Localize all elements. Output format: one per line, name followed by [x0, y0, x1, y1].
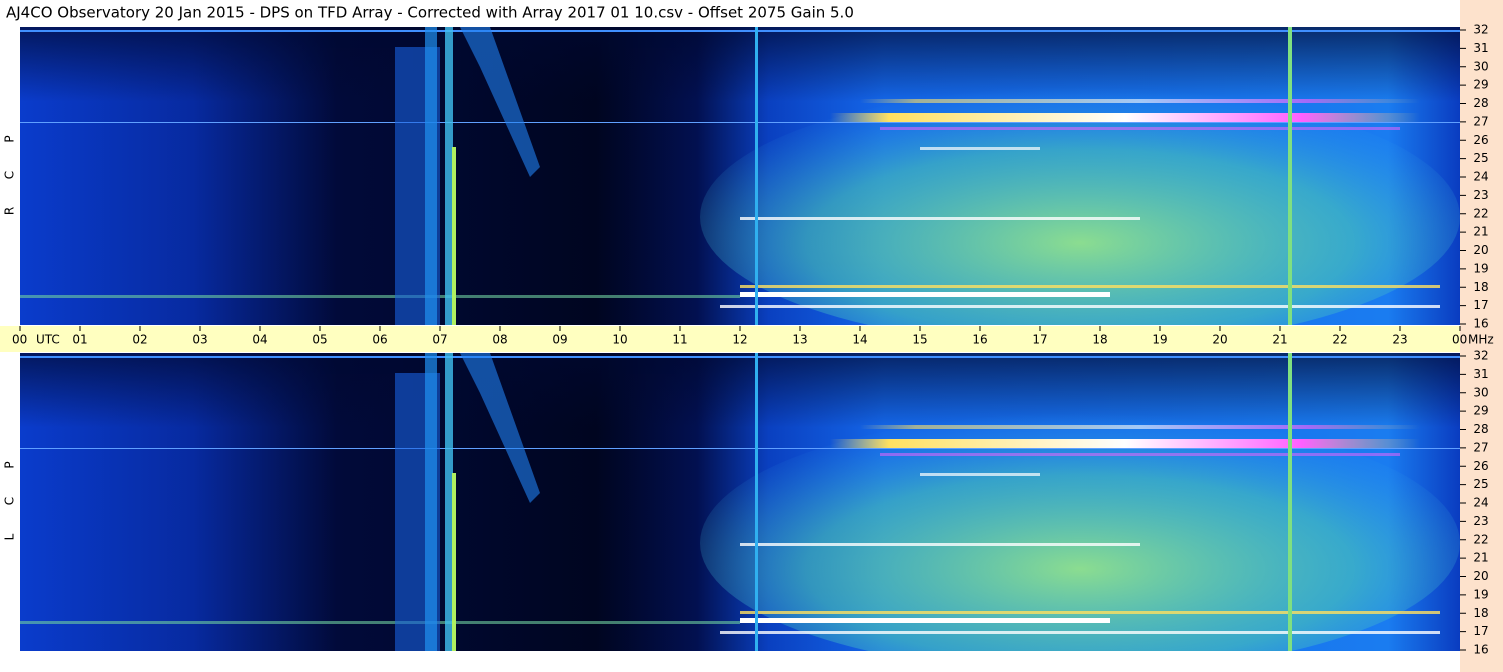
- time-tick-label: 00: [12, 333, 27, 347]
- freq-tick-label: 27: [1473, 114, 1488, 128]
- time-tick-label: 16: [972, 333, 987, 347]
- time-tick-label: 12: [732, 333, 747, 347]
- time-tick-label: 13: [792, 333, 807, 347]
- utc-label: UTC: [36, 333, 60, 347]
- time-tick-label: 01: [72, 333, 87, 347]
- freq-tick-label: 32: [1473, 349, 1488, 363]
- freq-tick-label: 32: [1473, 23, 1488, 37]
- freq-tick-label: 19: [1473, 587, 1488, 601]
- freq-tick-label: 22: [1473, 532, 1488, 546]
- freq-tick-label: 21: [1473, 551, 1488, 565]
- unit-label: MHz: [1468, 333, 1494, 347]
- freq-tick-label: 25: [1473, 151, 1488, 165]
- freq-tick-label: 31: [1473, 41, 1488, 55]
- freq-tick-label: 23: [1473, 514, 1488, 528]
- time-tick-label: 00: [1452, 333, 1467, 347]
- polarization-letter: C: [3, 171, 17, 179]
- freq-tick-label: 17: [1473, 624, 1488, 638]
- freq-tick-label: 30: [1473, 385, 1488, 399]
- freq-tick-label: 16: [1473, 317, 1488, 331]
- polarization-letter: C: [3, 497, 17, 505]
- freq-tick-label: 20: [1473, 243, 1488, 257]
- time-tick-label: 07: [432, 333, 447, 347]
- polarization-letter: L: [3, 533, 17, 540]
- time-tick-label: 08: [492, 333, 507, 347]
- freq-tick-label: 18: [1473, 606, 1488, 620]
- time-tick-label: 11: [672, 333, 687, 347]
- rcp-spectrogram: [20, 27, 1460, 325]
- time-tick-label: 15: [912, 333, 927, 347]
- time-tick-label: 18: [1092, 333, 1107, 347]
- lcp-spectrogram: [20, 353, 1460, 651]
- time-tick-label: 09: [552, 333, 567, 347]
- time-tick-label: 22: [1332, 333, 1347, 347]
- time-tick-label: 02: [132, 333, 147, 347]
- freq-tick-label: 22: [1473, 206, 1488, 220]
- time-tick-label: 17: [1032, 333, 1047, 347]
- dynamic-layer: 00 01 02 03 04 05 06 07 08 09 10 11 12 13 14 15 16 17 18 19…: [3, 23, 1494, 657]
- time-tick-label: 03: [192, 333, 207, 347]
- freq-tick-label: 25: [1473, 477, 1488, 491]
- freq-tick-label: 18: [1473, 280, 1488, 294]
- polarization-letter: P: [3, 461, 17, 468]
- freq-tick-label: 17: [1473, 298, 1488, 312]
- freq-tick-label: 16: [1473, 643, 1488, 657]
- polarization-letter: R: [3, 207, 17, 215]
- time-tick-label: 19: [1152, 333, 1167, 347]
- freq-tick-label: 24: [1473, 170, 1488, 184]
- freq-tick-label: 28: [1473, 422, 1488, 436]
- freq-tick-label: 29: [1473, 78, 1488, 92]
- time-tick-label: 21: [1272, 333, 1287, 347]
- window-title: AJ4CO Observatory 20 Jan 2015 - DPS on T…: [6, 4, 854, 22]
- freq-tick-label: 21: [1473, 225, 1488, 239]
- time-tick-label: 14: [852, 333, 867, 347]
- time-axis-bar: [0, 326, 1460, 352]
- freq-tick-label: 23: [1473, 188, 1488, 202]
- polarization-letter: P: [3, 135, 17, 142]
- time-tick-label: 04: [252, 333, 267, 347]
- freq-tick-label: 28: [1473, 96, 1488, 110]
- freq-tick-label: 19: [1473, 261, 1488, 275]
- freq-tick-label: 30: [1473, 59, 1488, 73]
- freq-tick-label: 31: [1473, 367, 1488, 381]
- time-tick-label: 23: [1392, 333, 1407, 347]
- freq-tick-label: 29: [1473, 404, 1488, 418]
- time-tick-label: 10: [612, 333, 627, 347]
- time-tick-label: 06: [372, 333, 387, 347]
- time-tick-label: 20: [1212, 333, 1227, 347]
- freq-tick-label: 27: [1473, 440, 1488, 454]
- freq-tick-label: 20: [1473, 569, 1488, 583]
- time-tick-label: 05: [312, 333, 327, 347]
- title-bar: [0, 0, 1503, 27]
- freq-tick-label: 24: [1473, 496, 1488, 510]
- freq-tick-label: 26: [1473, 459, 1488, 473]
- freq-scale-strip: [1460, 0, 1503, 672]
- freq-tick-label: 26: [1473, 133, 1488, 147]
